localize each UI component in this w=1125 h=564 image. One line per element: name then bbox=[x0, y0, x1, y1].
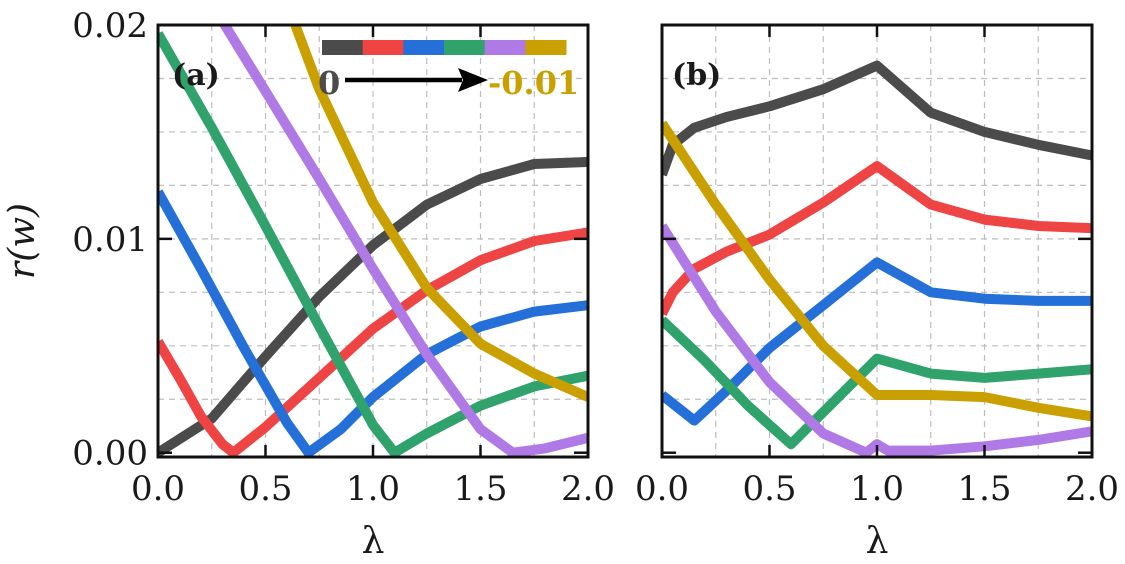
x-tick-labels-b: 0.0 0.5 1.0 1.5 2.0 bbox=[635, 469, 1119, 509]
y-axis-title: r(w) bbox=[2, 203, 43, 279]
x-tick-label-b-0: 0.0 bbox=[635, 469, 689, 509]
panel-label-b: (b) bbox=[672, 58, 721, 93]
x-tick-label-a-0: 0.0 bbox=[131, 469, 185, 509]
grid-b bbox=[662, 25, 1092, 457]
legend-swatch-4 bbox=[484, 40, 526, 55]
x-axis-title-b: λ bbox=[866, 521, 889, 562]
series-line-b-0 bbox=[663, 60, 1091, 177]
series-line-a-0 bbox=[159, 156, 587, 456]
x-tick-labels-a: 0.0 0.5 1.0 1.5 2.0 bbox=[131, 469, 615, 509]
ticks-b bbox=[660, 23, 1094, 457]
y-tick-labels-a: 0.00 0.01 0.02 bbox=[72, 6, 148, 474]
legend-swatch-5 bbox=[525, 40, 567, 55]
legend-swatch-0 bbox=[322, 40, 364, 55]
legend-arrow-head bbox=[458, 68, 488, 92]
y-tick-label-a-2: 0.02 bbox=[72, 6, 148, 46]
x-tick-label-b-2: 1.0 bbox=[850, 469, 904, 509]
panel-label-a: (a) bbox=[172, 58, 220, 93]
ticks-a bbox=[156, 23, 590, 457]
x-tick-label-b-4: 2.0 bbox=[1065, 469, 1119, 509]
series-line-b-2 bbox=[663, 257, 1091, 426]
series-line-b-4 bbox=[663, 223, 1091, 456]
series-line-a-2 bbox=[159, 189, 587, 456]
chart-panel-b: 0.0 0.5 1.0 1.5 2.0 (b) λ bbox=[635, 23, 1119, 562]
series-line-a-3 bbox=[159, 31, 587, 456]
x-tick-label-a-2: 1.0 bbox=[346, 469, 400, 509]
legend: 0 -0.01 bbox=[318, 40, 579, 102]
y-tick-label-a-1: 0.01 bbox=[72, 220, 148, 260]
x-tick-label-a-3: 1.5 bbox=[453, 469, 507, 509]
x-tick-label-b-3: 1.5 bbox=[957, 469, 1011, 509]
chart-panel-a: 0.0 0.5 1.0 1.5 2.0 0.000.010.02 (a) λ r(w) … bbox=[2, 6, 615, 562]
series-line-a-4 bbox=[219, 26, 587, 456]
x-tick-label-a-1: 0.5 bbox=[238, 469, 292, 509]
legend-start-label: 0 bbox=[318, 64, 340, 102]
series-line-b-1 bbox=[663, 161, 1091, 316]
series-b bbox=[663, 60, 1091, 456]
legend-swatch-2 bbox=[403, 40, 445, 55]
series-line-b-5 bbox=[663, 120, 1091, 422]
series-a bbox=[159, 26, 587, 456]
legend-end-label: -0.01 bbox=[488, 64, 579, 102]
series-line-a-5 bbox=[290, 26, 587, 402]
legend-color-bar bbox=[322, 40, 567, 55]
x-tick-label-a-4: 2.0 bbox=[561, 469, 615, 509]
legend-swatch-3 bbox=[444, 40, 486, 55]
x-axis-title-a: λ bbox=[362, 521, 385, 562]
series-line-a-1 bbox=[159, 227, 587, 456]
y-tick-label-a-0: 0.00 bbox=[72, 434, 148, 474]
x-tick-label-b-1: 0.5 bbox=[742, 469, 796, 509]
legend-swatch-1 bbox=[362, 40, 404, 55]
